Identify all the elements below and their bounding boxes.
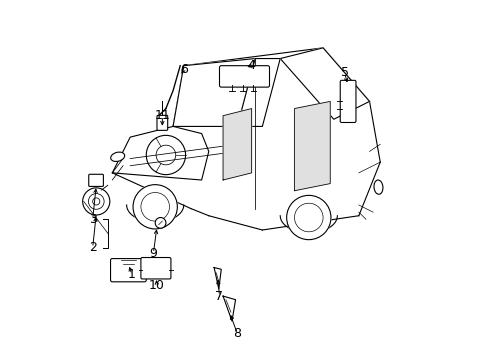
Polygon shape [223, 109, 251, 180]
Polygon shape [280, 48, 369, 119]
Text: 10: 10 [149, 279, 164, 292]
FancyBboxPatch shape [219, 66, 269, 87]
Text: 2: 2 [88, 241, 97, 255]
Text: 11: 11 [154, 109, 170, 122]
Text: 7: 7 [215, 289, 223, 303]
FancyBboxPatch shape [88, 174, 103, 186]
Polygon shape [223, 296, 235, 321]
Ellipse shape [110, 152, 124, 162]
Polygon shape [294, 102, 329, 191]
Circle shape [286, 195, 330, 240]
Circle shape [133, 185, 177, 229]
Polygon shape [173, 59, 255, 126]
Text: 3: 3 [88, 213, 97, 226]
Text: 4: 4 [247, 59, 255, 72]
FancyBboxPatch shape [110, 258, 146, 282]
Polygon shape [237, 59, 280, 126]
FancyBboxPatch shape [157, 115, 167, 130]
Ellipse shape [373, 180, 382, 194]
Text: 9: 9 [149, 247, 157, 260]
Polygon shape [214, 267, 221, 289]
Text: 5: 5 [340, 66, 348, 79]
Text: 6: 6 [180, 63, 187, 76]
Text: 8: 8 [233, 327, 241, 340]
Circle shape [155, 217, 165, 228]
Text: 1: 1 [128, 268, 136, 281]
Circle shape [93, 198, 100, 205]
FancyBboxPatch shape [141, 257, 171, 279]
FancyBboxPatch shape [340, 80, 355, 122]
